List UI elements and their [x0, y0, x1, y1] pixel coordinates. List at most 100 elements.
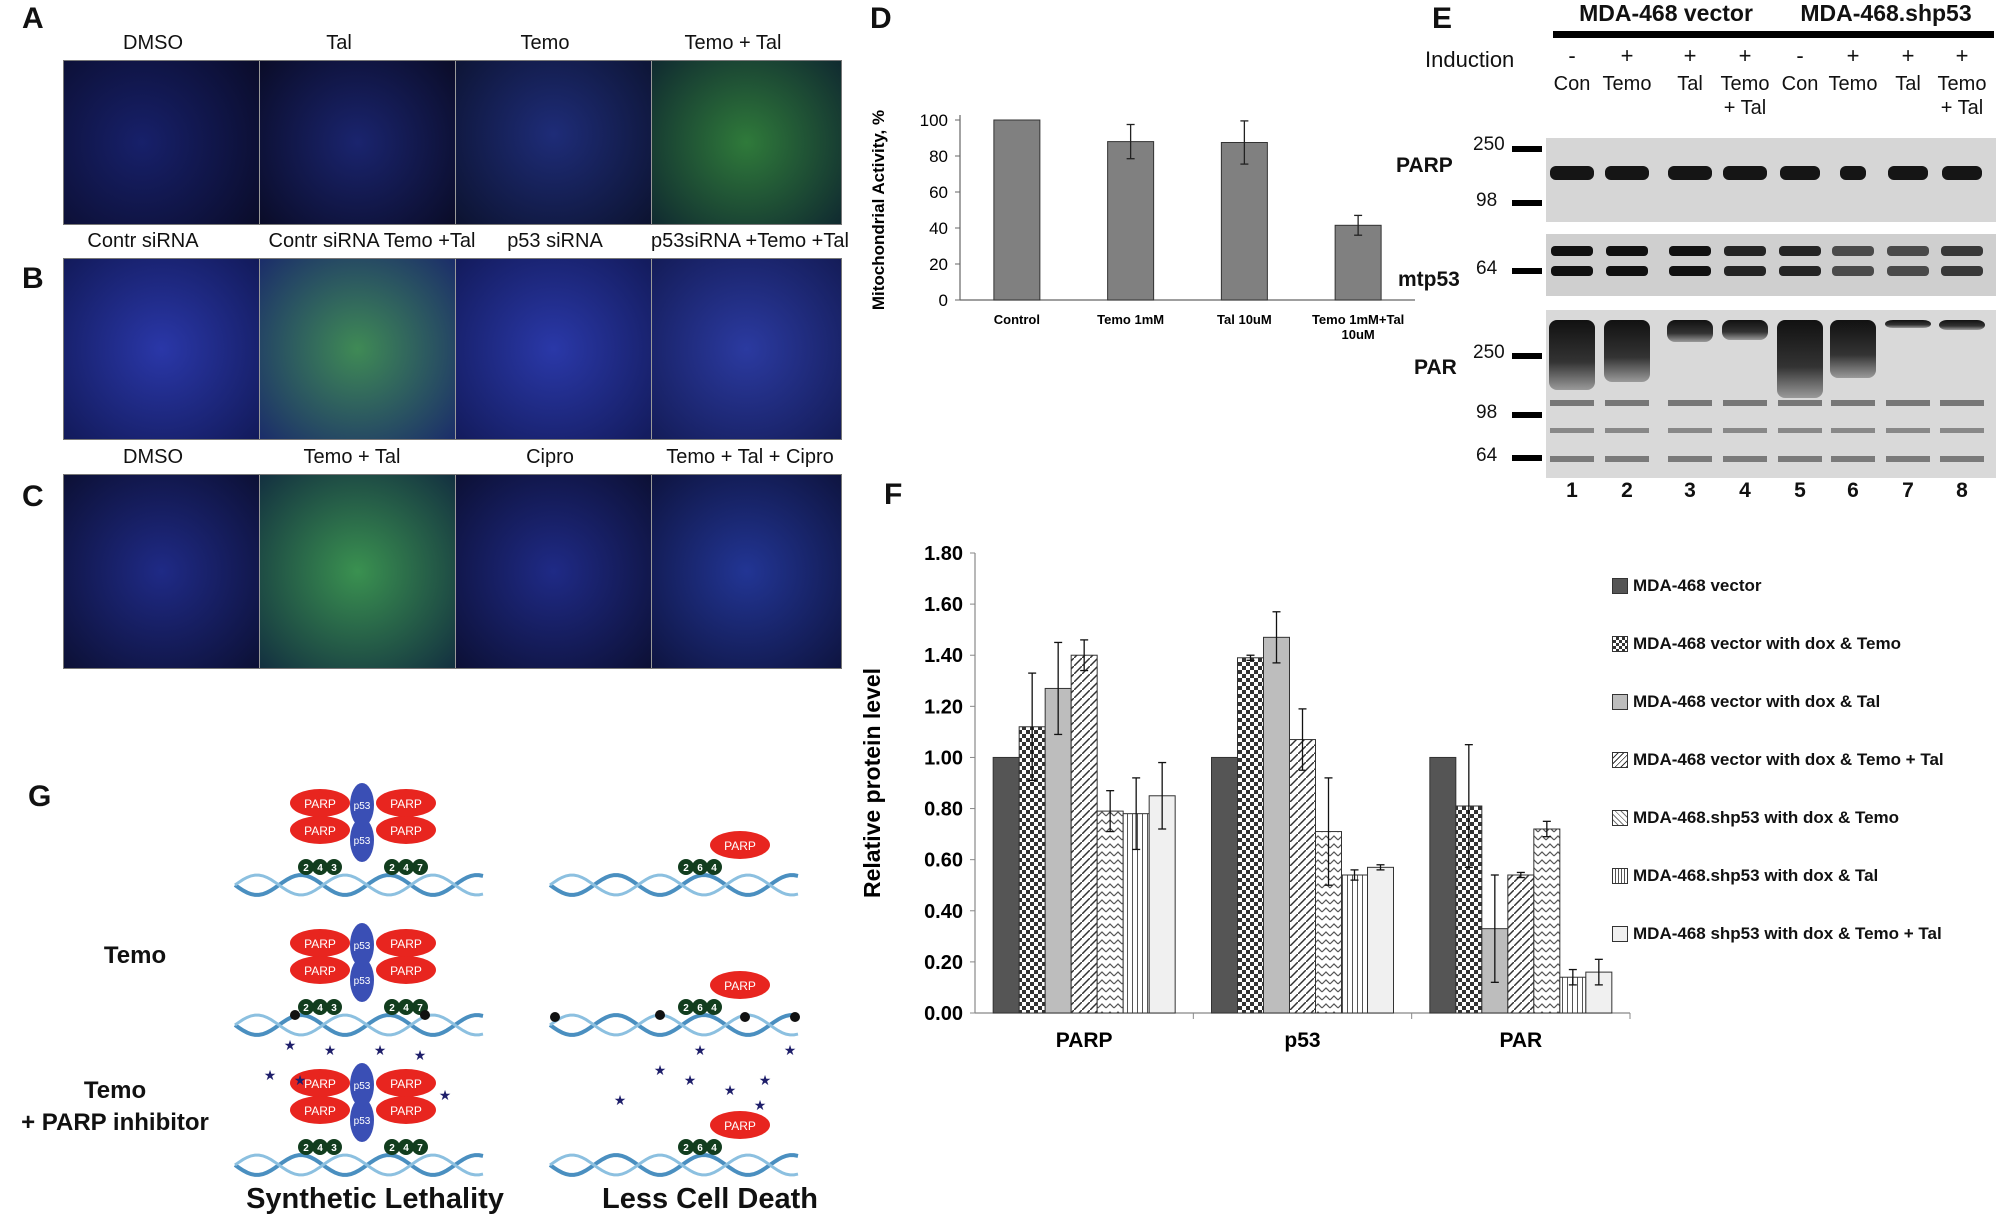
micro-b-label-4: p53siRNA +Temo +Tal	[651, 230, 849, 252]
blot-lane-number: 6	[1847, 479, 1859, 502]
histone-bead	[384, 859, 400, 875]
histone-bead-label: 6	[697, 863, 703, 874]
blot-band-mtp53	[1887, 246, 1929, 256]
inhibitor-star: ★	[324, 1042, 337, 1058]
inhibitor-star: ★	[374, 1042, 387, 1058]
panel-b-label: B	[22, 262, 44, 295]
kda-mtp53-64: 64	[1476, 258, 1498, 279]
blot-band-par	[1723, 400, 1767, 406]
blot-group-shp53-bar	[1778, 31, 1994, 38]
parp-label: PARP	[390, 824, 422, 838]
micro-c-label-4: Temo + Tal + Cipro	[666, 446, 834, 468]
blot-band-mtp53	[1832, 246, 1874, 256]
legend-item: MDA-468 shp53 with dox & Temo + Tal	[1633, 924, 1942, 943]
chart-f-ytick-label: 1.60	[924, 594, 963, 616]
parp-label: PARP	[304, 937, 336, 951]
chart-f-ytick-label: 0.80	[924, 799, 963, 821]
panel-c-label: C	[22, 480, 44, 513]
histone-bead	[326, 859, 342, 875]
histone-bead-label: 2	[303, 1143, 309, 1154]
legend-swatch	[1612, 578, 1628, 594]
chart-d: 0 20 40 60 80 100 Mitochondrial Activity, % Con…	[869, 110, 1415, 342]
parp-label: PARP	[390, 797, 422, 811]
panel-f-label: F	[884, 478, 903, 511]
chart-d-category-label: Temo 1mM	[1097, 312, 1164, 327]
blot-band-mtp53	[1724, 246, 1766, 256]
p53-protein	[350, 1063, 374, 1107]
chart-f-bar	[1429, 756, 1457, 1014]
blot-band-mtp53	[1887, 266, 1929, 276]
histone-bead	[398, 999, 414, 1015]
histone-bead	[706, 999, 722, 1015]
chart-d-ytick-label: 80	[929, 147, 948, 166]
chart-f-bar	[1367, 866, 1394, 1014]
inhibitor-star: ★	[294, 1072, 307, 1088]
blot-lane-number: 4	[1739, 479, 1751, 502]
histone-bead-label: 2	[683, 1003, 689, 1014]
blot-lane-number: 1	[1566, 479, 1578, 502]
blot-band-parp	[1942, 166, 1982, 180]
histone-bead-label: 4	[403, 1003, 409, 1014]
blot-condition-label: Temo + Tal	[1937, 73, 1987, 119]
inhibitor-star: ★	[414, 1047, 427, 1063]
kda-tick	[1512, 268, 1542, 274]
chart-d-bar	[1107, 141, 1155, 301]
blot-band-parp	[1840, 166, 1866, 180]
blot-band-mtp53	[1606, 266, 1648, 276]
micro-a-label-3: Temo	[520, 32, 570, 54]
micro-b-label-1: Contr siRNA	[87, 230, 199, 252]
inhibitor-star: ★	[684, 1072, 697, 1088]
p53-label: p53	[354, 1081, 371, 1092]
blot-band-mtp53	[1941, 266, 1983, 276]
parp-label: PARP	[724, 979, 756, 993]
dna-adduct	[550, 1012, 560, 1022]
caption-synthetic-lethality: Synthetic Lethality	[246, 1183, 504, 1215]
blot-band-par	[1723, 428, 1767, 433]
inhibitor-star: ★	[614, 1092, 627, 1108]
blot-band-mtp53	[1779, 266, 1821, 276]
legend-item: MDA-468.shp53 with dox & Temo	[1633, 808, 1900, 827]
micro-c-label-2: Temo + Tal	[303, 446, 401, 468]
chart-f-category-label: PARP	[1056, 1029, 1113, 1052]
histone-bead	[706, 1139, 722, 1155]
inhibitor-star: ★	[724, 1082, 737, 1098]
blot-band-mtp53	[1832, 266, 1874, 276]
blot-band-par-smear	[1939, 320, 1985, 330]
histone-bead-label: 7	[417, 1003, 423, 1014]
chart-d-bar	[993, 119, 1041, 301]
legend-swatch	[1612, 926, 1628, 942]
histone-bead-label: 6	[697, 1003, 703, 1014]
histone-bead-label: 7	[417, 863, 423, 874]
blot-condition-label: Temo	[1828, 73, 1878, 95]
blot-band-par	[1668, 456, 1712, 462]
kda-par-64: 64	[1476, 445, 1498, 466]
dna-left	[234, 873, 484, 897]
chart-d-category-label: Tal 10uM	[1217, 312, 1272, 327]
chart-d-category-label: Temo 1mM+Tal	[1312, 312, 1404, 327]
blot-band-par	[1605, 428, 1649, 433]
blot-induction-sign: +	[1738, 43, 1752, 68]
histone-bead-label: 4	[711, 863, 717, 874]
kda-tick	[1512, 455, 1542, 461]
micro-c-label-3: Cipro	[526, 446, 574, 468]
legend-item: MDA-468 vector with dox & Tal	[1633, 692, 1881, 711]
micro-panel-a	[63, 60, 842, 225]
blot-band-mtp53	[1669, 266, 1711, 276]
chart-f-ytick-label: 1.20	[924, 696, 963, 718]
blot-induction-sign: +	[1846, 43, 1860, 68]
parp-label: PARP	[304, 824, 336, 838]
blot-band-par-smear	[1549, 320, 1595, 390]
chart-f-bar	[1096, 810, 1124, 1014]
kda-par-98: 98	[1476, 402, 1498, 423]
blot-lane-number: 2	[1621, 479, 1633, 502]
p53-label: p53	[354, 976, 371, 987]
parp-label: PARP	[304, 1104, 336, 1118]
blot-band-parp	[1550, 166, 1594, 180]
inhibitor-star: ★	[694, 1042, 707, 1058]
parp-label: PARP	[390, 964, 422, 978]
histone-bead-label: 4	[403, 1143, 409, 1154]
chart-f-category-label: p53	[1284, 1029, 1320, 1052]
histone-bead	[412, 859, 428, 875]
inhibitor-star: ★	[439, 1087, 452, 1103]
micro-b-label-2: Contr siRNA Temo +Tal	[268, 230, 476, 252]
